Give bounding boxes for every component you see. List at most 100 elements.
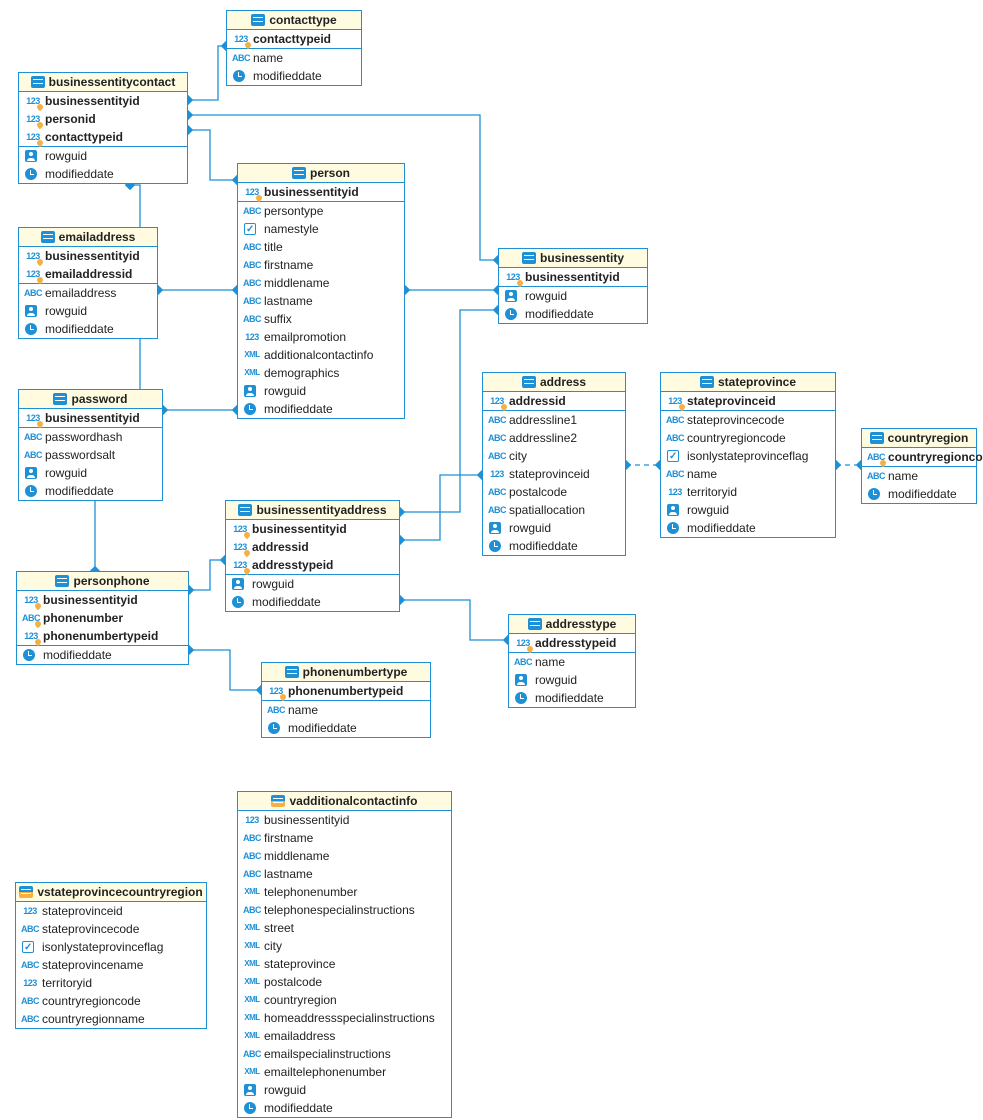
column-row[interactable]: street — [238, 919, 451, 937]
entity-header[interactable]: phonenumbertype — [262, 663, 430, 682]
column-row[interactable]: contacttypeid — [19, 128, 187, 146]
entity-personphone[interactable]: personphonebusinessentityidphonenumberph… — [16, 571, 189, 665]
column-row[interactable]: territoryid — [661, 483, 835, 501]
column-row[interactable]: personid — [19, 110, 187, 128]
column-row[interactable]: countryregioncode — [661, 429, 835, 447]
column-row[interactable]: emailaddress — [19, 284, 157, 302]
column-row[interactable]: stateprovincename — [16, 956, 206, 974]
column-row[interactable]: businessentityid — [499, 268, 647, 286]
column-row[interactable]: emailtelephonenumber — [238, 1063, 451, 1081]
column-row[interactable]: city — [483, 447, 625, 465]
column-row[interactable]: modifieddate — [238, 1099, 451, 1117]
entity-stateprovince[interactable]: stateprovincestateprovinceidstateprovinc… — [660, 372, 836, 538]
column-row[interactable]: rowguid — [509, 671, 635, 689]
column-row[interactable]: businessentityid — [226, 520, 399, 538]
column-row[interactable]: name — [661, 465, 835, 483]
column-row[interactable]: emailpromotion — [238, 328, 404, 346]
column-row[interactable]: rowguid — [226, 575, 399, 593]
column-row[interactable]: modifieddate — [499, 305, 647, 323]
column-row[interactable]: contacttypeid — [227, 30, 361, 48]
entity-header[interactable]: countryregion — [862, 429, 976, 448]
column-row[interactable]: stateprovinceid — [483, 465, 625, 483]
column-row[interactable]: postalcode — [483, 483, 625, 501]
column-row[interactable]: postalcode — [238, 973, 451, 991]
column-row[interactable]: modifieddate — [19, 165, 187, 183]
column-row[interactable]: name — [509, 653, 635, 671]
entity-header[interactable]: personphone — [17, 572, 188, 591]
column-row[interactable]: rowguid — [661, 501, 835, 519]
column-row[interactable]: modifieddate — [238, 400, 404, 418]
entity-header[interactable]: vstateprovincecountryregion — [16, 883, 206, 902]
entity-header[interactable]: businessentityaddress — [226, 501, 399, 520]
entity-person[interactable]: personbusinessentityidpersontypenamestyl… — [237, 163, 405, 419]
column-row[interactable]: rowguid — [19, 302, 157, 320]
column-row[interactable]: rowguid — [238, 382, 404, 400]
column-row[interactable]: telephonenumber — [238, 883, 451, 901]
column-row[interactable]: isonlystateprovinceflag — [16, 938, 206, 956]
column-row[interactable]: addressid — [226, 538, 399, 556]
column-row[interactable]: countryregionname — [16, 1010, 206, 1028]
column-row[interactable]: name — [262, 701, 430, 719]
column-row[interactable]: territoryid — [16, 974, 206, 992]
column-row[interactable]: persontype — [238, 202, 404, 220]
column-row[interactable]: city — [238, 937, 451, 955]
column-row[interactable]: modifieddate — [227, 67, 361, 85]
column-row[interactable]: rowguid — [499, 287, 647, 305]
entity-header[interactable]: person — [238, 164, 404, 183]
column-row[interactable]: name — [227, 49, 361, 67]
column-row[interactable]: stateprovinceid — [661, 392, 835, 410]
column-row[interactable]: passwordhash — [19, 428, 162, 446]
column-row[interactable]: middlename — [238, 847, 451, 865]
entity-emailaddress[interactable]: emailaddressbusinessentityidemailaddress… — [18, 227, 158, 339]
column-row[interactable]: middlename — [238, 274, 404, 292]
column-row[interactable]: isonlystateprovinceflag — [661, 447, 835, 465]
column-row[interactable]: businessentityid — [19, 409, 162, 427]
column-row[interactable]: addresstypeid — [226, 556, 399, 574]
entity-vadditionalcontactinfo[interactable]: vadditionalcontactinfobusinessentityidfi… — [237, 791, 452, 1118]
entity-phonenumbertype[interactable]: phonenumbertypephonenumbertypeidnamemodi… — [261, 662, 431, 738]
column-row[interactable]: lastname — [238, 292, 404, 310]
column-row[interactable]: businessentityid — [238, 811, 451, 829]
column-row[interactable]: modifieddate — [483, 537, 625, 555]
column-row[interactable]: namestyle — [238, 220, 404, 238]
column-row[interactable]: modifieddate — [17, 646, 188, 664]
column-row[interactable]: phonenumbertypeid — [17, 627, 188, 645]
entity-address[interactable]: addressaddressidaddressline1addressline2… — [482, 372, 626, 556]
column-row[interactable]: modifieddate — [862, 485, 976, 503]
column-row[interactable]: countryregioncode — [862, 448, 976, 466]
column-row[interactable]: modifieddate — [661, 519, 835, 537]
entity-header[interactable]: addresstype — [509, 615, 635, 634]
column-row[interactable]: demographics — [238, 364, 404, 382]
column-row[interactable]: spatiallocation — [483, 501, 625, 519]
entity-addresstype[interactable]: addresstypeaddresstypeidnamerowguidmodif… — [508, 614, 636, 708]
column-row[interactable]: phonenumbertypeid — [262, 682, 430, 700]
column-row[interactable]: passwordsalt — [19, 446, 162, 464]
column-row[interactable]: businessentityid — [19, 92, 187, 110]
column-row[interactable]: rowguid — [19, 147, 187, 165]
column-row[interactable]: emailaddressid — [19, 265, 157, 283]
entity-header[interactable]: businessentity — [499, 249, 647, 268]
entity-header[interactable]: contacttype — [227, 11, 361, 30]
column-row[interactable]: name — [862, 467, 976, 485]
column-row[interactable]: countryregion — [238, 991, 451, 1009]
entity-countryregion[interactable]: countryregioncountryregioncodenamemodifi… — [861, 428, 977, 504]
column-row[interactable]: stateprovincecode — [16, 920, 206, 938]
column-row[interactable]: rowguid — [238, 1081, 451, 1099]
entity-vstateprovincecountryregion[interactable]: vstateprovincecountryregion stateprovince… — [15, 882, 207, 1029]
column-row[interactable]: modifieddate — [19, 320, 157, 338]
entity-businessentityaddress[interactable]: businessentityaddressbusinessentityidadd… — [225, 500, 400, 612]
column-row[interactable]: businessentityid — [19, 247, 157, 265]
column-row[interactable]: modifieddate — [226, 593, 399, 611]
column-row[interactable]: addressline1 — [483, 411, 625, 429]
column-row[interactable]: emailaddress — [238, 1027, 451, 1045]
entity-header[interactable]: stateprovince — [661, 373, 835, 392]
column-row[interactable]: phonenumber — [17, 609, 188, 627]
entity-header[interactable]: vadditionalcontactinfo — [238, 792, 451, 811]
entity-header[interactable]: businessentitycontact — [19, 73, 187, 92]
column-row[interactable]: firstname — [238, 256, 404, 274]
column-row[interactable]: modifieddate — [262, 719, 430, 737]
column-row[interactable]: addressid — [483, 392, 625, 410]
entity-header[interactable]: emailaddress — [19, 228, 157, 247]
column-row[interactable]: title — [238, 238, 404, 256]
column-row[interactable]: stateprovincecode — [661, 411, 835, 429]
